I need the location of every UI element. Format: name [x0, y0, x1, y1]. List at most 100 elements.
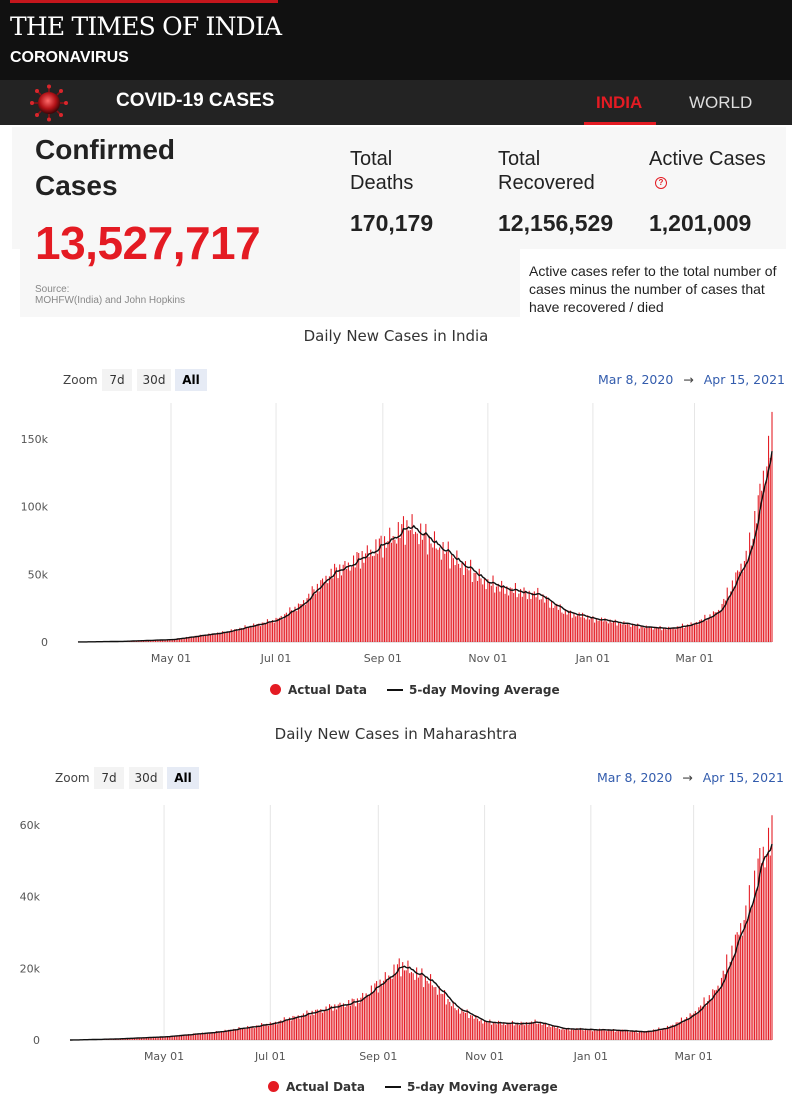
data-bar[interactable]: [630, 1030, 632, 1040]
data-bar[interactable]: [144, 1037, 146, 1040]
data-bar[interactable]: [594, 622, 596, 642]
data-bar[interactable]: [347, 562, 349, 642]
data-bar[interactable]: [709, 614, 711, 642]
data-bar[interactable]: [623, 621, 625, 642]
data-bar[interactable]: [260, 626, 262, 642]
data-bar[interactable]: [161, 1036, 163, 1040]
data-bar[interactable]: [234, 629, 236, 642]
data-bar[interactable]: [288, 1017, 291, 1040]
data-bar[interactable]: [489, 582, 491, 642]
data-bar[interactable]: [241, 628, 243, 642]
data-bar[interactable]: [722, 970, 724, 1040]
data-bar[interactable]: [769, 855, 771, 1040]
data-bar[interactable]: [308, 1012, 310, 1040]
data-bar[interactable]: [153, 1037, 155, 1040]
data-bar[interactable]: [671, 627, 673, 642]
data-bar[interactable]: [566, 614, 568, 642]
data-bar[interactable]: [133, 1037, 135, 1040]
data-bar[interactable]: [410, 971, 412, 1040]
data-bar[interactable]: [631, 623, 634, 642]
range-end[interactable]: Apr 15, 2021: [702, 770, 784, 785]
data-bar[interactable]: [390, 542, 392, 642]
data-bar[interactable]: [273, 1022, 275, 1040]
moving-average-line[interactable]: [70, 843, 773, 1041]
data-bar[interactable]: [669, 628, 671, 642]
data-bar[interactable]: [578, 612, 580, 642]
data-bar[interactable]: [711, 617, 713, 642]
data-bar[interactable]: [471, 581, 473, 642]
data-bar[interactable]: [495, 586, 497, 642]
data-bar[interactable]: [411, 514, 413, 642]
data-bar[interactable]: [156, 1036, 158, 1040]
data-bar[interactable]: [339, 564, 341, 642]
data-bar[interactable]: [762, 470, 764, 642]
data-bar[interactable]: [191, 1034, 193, 1040]
data-bar[interactable]: [342, 1003, 345, 1040]
data-bar[interactable]: [522, 1022, 524, 1040]
chart-legend-india[interactable]: Actual Data 5-day Moving Average: [270, 683, 560, 697]
data-bar[interactable]: [595, 618, 597, 642]
zoom-7d-button[interactable]: 7d: [102, 369, 132, 391]
data-bar[interactable]: [532, 1023, 534, 1040]
data-bar[interactable]: [482, 1023, 484, 1040]
data-bar[interactable]: [575, 616, 577, 642]
data-bar[interactable]: [258, 623, 260, 642]
data-bar[interactable]: [421, 968, 423, 1040]
data-bar[interactable]: [163, 1037, 165, 1040]
data-bar[interactable]: [466, 1009, 468, 1040]
data-bar[interactable]: [649, 1030, 651, 1040]
data-bar[interactable]: [163, 639, 165, 642]
data-bar[interactable]: [425, 523, 427, 642]
data-bar[interactable]: [407, 960, 409, 1040]
data-bar[interactable]: [180, 1035, 183, 1040]
data-bar[interactable]: [742, 571, 744, 642]
data-bar[interactable]: [240, 1028, 242, 1040]
data-bar[interactable]: [426, 980, 428, 1040]
data-bar[interactable]: [690, 622, 692, 642]
data-bar[interactable]: [285, 1019, 287, 1040]
data-bar[interactable]: [187, 1034, 189, 1040]
data-bar[interactable]: [644, 1030, 646, 1040]
data-bar[interactable]: [553, 1025, 555, 1040]
data-bar[interactable]: [194, 635, 196, 642]
data-bar[interactable]: [720, 977, 723, 1040]
data-bar[interactable]: [708, 995, 710, 1040]
data-bar[interactable]: [297, 1015, 299, 1040]
data-bar[interactable]: [704, 614, 706, 642]
data-bar[interactable]: [348, 1000, 350, 1040]
data-bar[interactable]: [296, 611, 298, 642]
data-bar[interactable]: [442, 542, 444, 642]
data-bar[interactable]: [592, 1031, 594, 1040]
data-bar[interactable]: [652, 629, 654, 642]
data-bar[interactable]: [701, 1006, 703, 1040]
data-bar[interactable]: [250, 1026, 252, 1040]
data-bar[interactable]: [771, 411, 773, 642]
data-bar[interactable]: [458, 563, 460, 642]
data-bar[interactable]: [341, 1006, 343, 1040]
data-bar[interactable]: [705, 1005, 707, 1040]
data-bar[interactable]: [464, 561, 467, 642]
data-bar[interactable]: [564, 609, 566, 642]
data-bar[interactable]: [421, 539, 423, 642]
data-bar[interactable]: [318, 1011, 320, 1040]
data-bar[interactable]: [415, 531, 417, 642]
data-bar[interactable]: [177, 638, 179, 642]
data-bar[interactable]: [311, 586, 313, 642]
data-bar[interactable]: [750, 908, 752, 1040]
data-bar[interactable]: [697, 624, 699, 642]
data-bar[interactable]: [427, 554, 429, 642]
data-bar[interactable]: [461, 1008, 463, 1040]
data-bar[interactable]: [433, 531, 436, 642]
data-bar[interactable]: [646, 1031, 648, 1040]
data-bar[interactable]: [668, 1027, 670, 1040]
data-bar[interactable]: [569, 610, 572, 642]
zoom-7d-button[interactable]: 7d: [94, 767, 124, 789]
data-bar[interactable]: [213, 633, 215, 642]
data-bar[interactable]: [694, 1011, 696, 1040]
data-bar[interactable]: [611, 1029, 613, 1040]
question-circle-icon[interactable]: ?: [655, 177, 667, 189]
data-bar[interactable]: [280, 615, 282, 642]
data-bar[interactable]: [565, 1028, 567, 1040]
data-bar[interactable]: [417, 977, 419, 1040]
data-bar[interactable]: [556, 603, 558, 642]
